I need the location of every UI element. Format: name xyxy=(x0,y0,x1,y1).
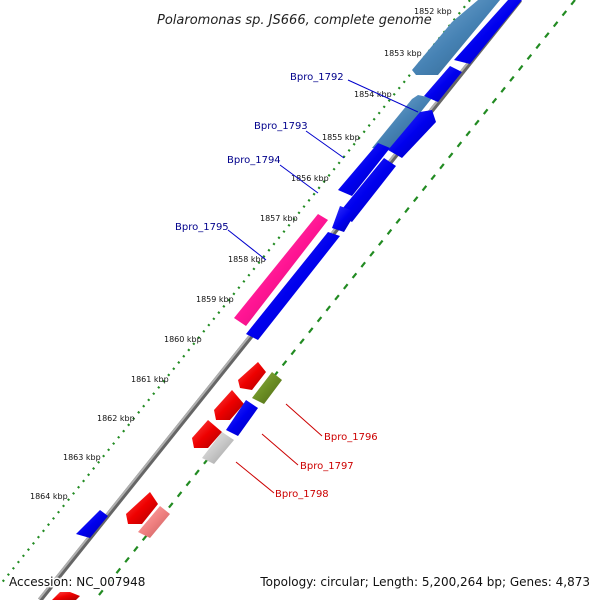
gene-feature[interactable] xyxy=(412,0,500,75)
gene-label-bpro-1794[interactable]: Bpro_1794 xyxy=(227,155,281,166)
gene-bpro-1798[interactable] xyxy=(202,432,234,464)
gene-label-bpro-1798[interactable]: Bpro_1798 xyxy=(275,489,329,500)
label-leaders xyxy=(227,79,419,494)
gene-feature[interactable] xyxy=(238,362,266,390)
kbp-label: 1852 kbp xyxy=(414,7,452,16)
gene-feature[interactable] xyxy=(138,506,170,538)
kbp-label: 1859 kbp xyxy=(196,295,234,304)
kbp-label: 1857 kbp xyxy=(260,214,298,223)
reverse-strand-features xyxy=(138,0,522,538)
outer-dotted-ring xyxy=(0,0,471,586)
gene-bpro-1796[interactable] xyxy=(252,372,282,404)
kbp-label: 1855 kbp xyxy=(322,133,360,142)
gene-feature[interactable] xyxy=(192,420,222,448)
kbp-label: 1860 kbp xyxy=(164,335,202,344)
gene-feature[interactable] xyxy=(126,492,158,524)
accession-text: Accession: NC_007948 xyxy=(9,575,145,589)
gene-label-bpro-1797[interactable]: Bpro_1797 xyxy=(300,461,354,472)
gene-bpro-1792[interactable] xyxy=(424,66,462,102)
kbp-label: 1863 kbp xyxy=(63,453,101,462)
kbp-label: 1853 kbp xyxy=(384,49,422,58)
inner-dashed-ring xyxy=(94,0,576,600)
gene-feature[interactable] xyxy=(338,158,396,222)
kbp-label: 1861 kbp xyxy=(131,375,169,384)
gene-label-bpro-1795[interactable]: Bpro_1795 xyxy=(175,222,229,233)
gene-bpro-1794[interactable] xyxy=(338,143,390,196)
gene-feature[interactable] xyxy=(372,95,432,148)
gene-feature[interactable] xyxy=(76,510,108,538)
gene-label-bpro-1796[interactable]: Bpro_1796 xyxy=(324,432,378,443)
genome-summary-text: Topology: circular; Length: 5,200,264 bp… xyxy=(259,575,590,589)
gene-feature[interactable] xyxy=(246,232,340,340)
gene-bpro-1793[interactable] xyxy=(388,110,436,158)
gene-labels: Bpro_1792 Bpro_1793 Bpro_1794 Bpro_1795 … xyxy=(175,72,378,500)
gene-label-bpro-1793[interactable]: Bpro_1793 xyxy=(254,121,308,132)
gene-feature[interactable] xyxy=(52,592,80,600)
gene-feature[interactable] xyxy=(332,206,356,232)
kbp-label: 1864 kbp xyxy=(30,492,68,501)
kbp-labels: 1852 kbp 1853 kbp 1854 kbp 1855 kbp 1856… xyxy=(30,7,452,501)
gene-label-bpro-1792[interactable]: Bpro_1792 xyxy=(290,72,344,83)
gene-bpro-1795[interactable] xyxy=(234,214,328,326)
map-title: Polaromonas sp. JS666, complete genome xyxy=(157,13,432,28)
gene-feature[interactable] xyxy=(214,390,244,420)
kbp-label: 1858 kbp xyxy=(228,255,266,264)
gene-bpro-1797[interactable] xyxy=(226,400,258,436)
kbp-label: 1854 kbp xyxy=(354,90,392,99)
forward-strand-features xyxy=(52,0,500,600)
kbp-label: 1856 kbp xyxy=(291,174,329,183)
gene-feature[interactable] xyxy=(454,0,522,64)
kbp-label: 1862 kbp xyxy=(97,414,135,423)
